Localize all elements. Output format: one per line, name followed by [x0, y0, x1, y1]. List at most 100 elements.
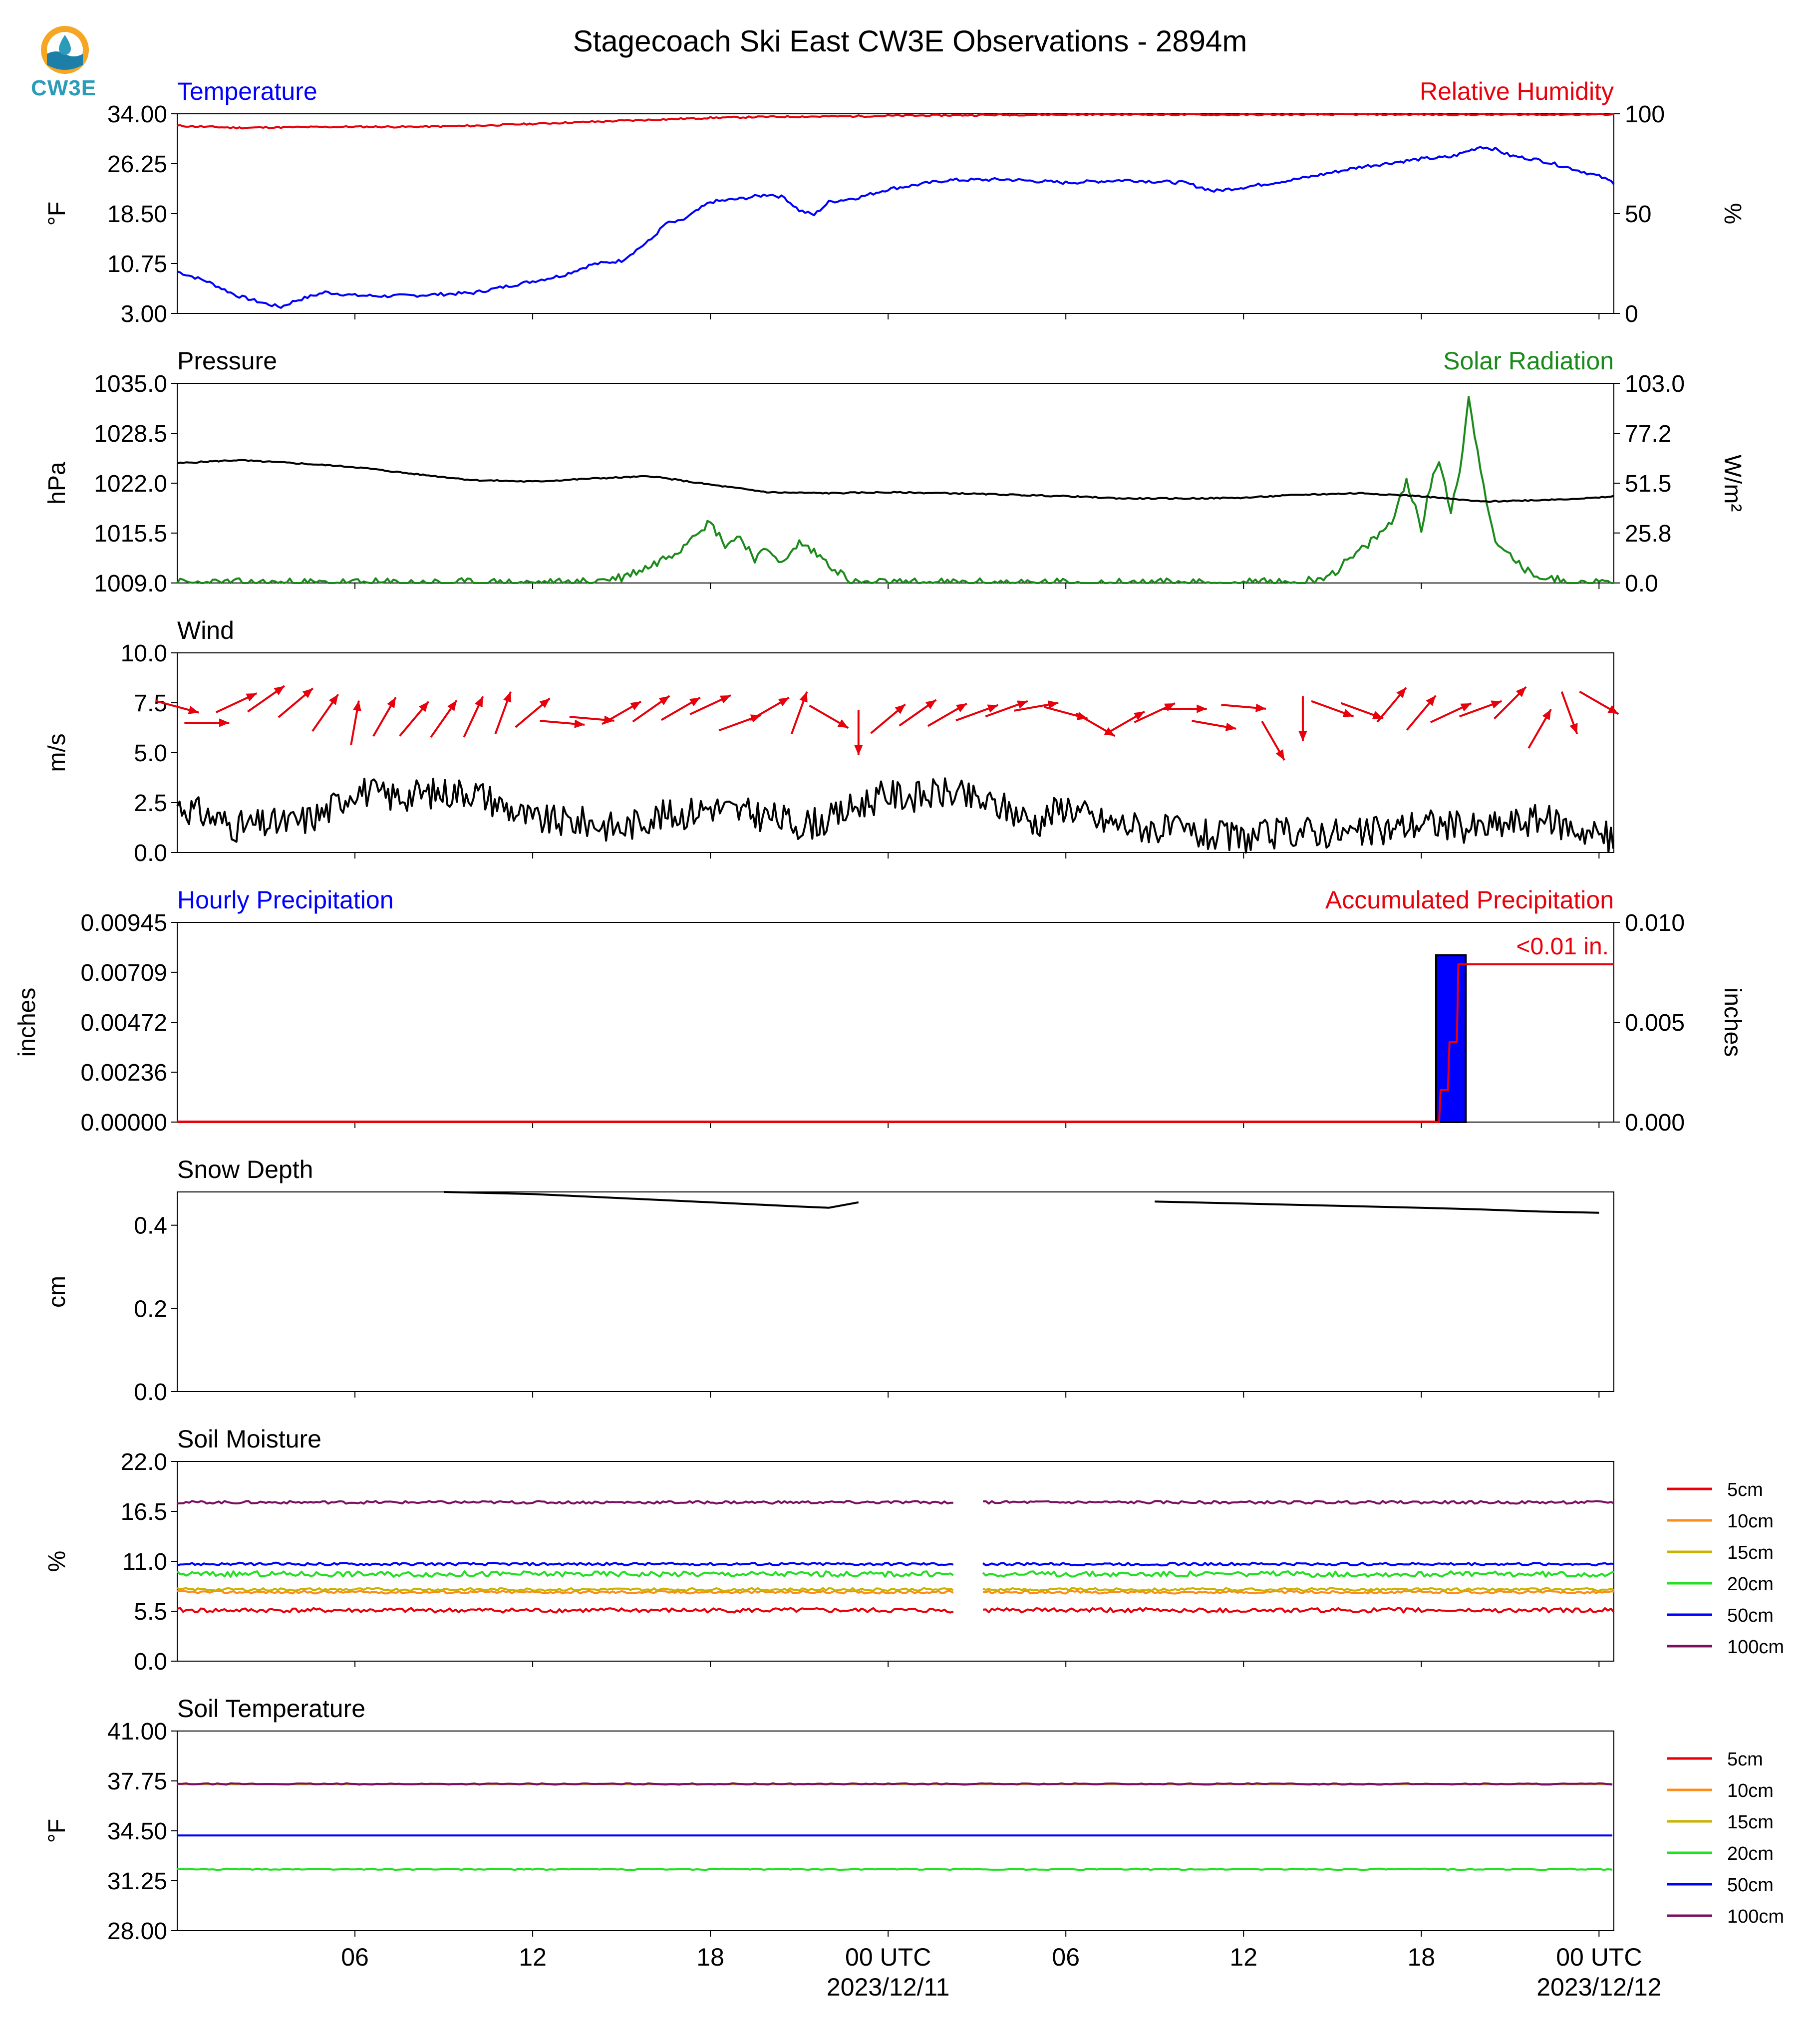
wind-vector-head	[1426, 695, 1436, 706]
y-right-tick-label: 51.5	[1625, 471, 1671, 497]
wind-vector-head	[778, 697, 789, 707]
wind-vector-head	[1255, 703, 1266, 712]
y-right-tick-label: 25.8	[1625, 521, 1671, 547]
cw3e-logo-graphic	[41, 26, 89, 74]
y-right-tick-label: 0.005	[1625, 1010, 1685, 1036]
wind-vector-head	[475, 696, 483, 708]
y-tick-label: 0.00236	[80, 1060, 167, 1086]
legend-label-20cm: 20cm	[1727, 1574, 1774, 1595]
y-tick-label: 0.00945	[80, 910, 167, 936]
wind-vector-head	[750, 714, 761, 723]
wind-vector-head	[328, 694, 338, 705]
panel-left-title: Soil Moisture	[177, 1425, 321, 1453]
y-tick-label: 5.5	[134, 1599, 167, 1625]
wind-vector-head	[658, 696, 670, 705]
y-axis-label: m/s	[44, 733, 70, 772]
soil-moisture-line-10cm	[177, 1590, 954, 1595]
logo-text: CW3E	[31, 76, 97, 100]
wind-vector-head	[246, 693, 257, 702]
y-right-tick-label: 77.2	[1625, 421, 1671, 447]
y-axis-label: °F	[44, 1819, 70, 1843]
y-tick-label: 34.00	[107, 101, 167, 128]
x-date-label: 2023/12/12	[1536, 1973, 1661, 2001]
y-tick-label: 0.2	[134, 1296, 167, 1322]
snow-depth-line-0	[444, 1191, 859, 1209]
soil-moisture-line-15cm	[177, 1587, 954, 1592]
wind-vector-head	[574, 719, 585, 728]
y-tick-label: 31.25	[107, 1868, 167, 1895]
x-tick-label: 12	[519, 1943, 547, 1971]
y-right-axis-label: W/m²	[1719, 455, 1746, 512]
panel-left-title: Soil Temperature	[177, 1695, 365, 1723]
y-right-tick-label: 0	[1625, 301, 1638, 327]
y-right-axis-label: %	[1719, 203, 1746, 225]
pressure-line	[177, 459, 1614, 503]
y-axis-label: °F	[44, 202, 70, 226]
soil-temperature-line-20cm	[177, 1867, 1613, 1871]
y-tick-label: 26.25	[107, 151, 167, 178]
chart-title: Stagecoach Ski East CW3E Observations - …	[573, 24, 1247, 58]
y-tick-label: 5.0	[134, 740, 167, 767]
y-tick-label: 41.00	[107, 1719, 167, 1745]
y-tick-label: 3.00	[121, 301, 167, 327]
wind-vector-head	[955, 703, 967, 713]
temperature-line	[177, 146, 1615, 309]
y-tick-label: 0.4	[134, 1213, 167, 1239]
cw3e-logo	[30, 20, 100, 77]
wind-vector-head	[188, 706, 199, 714]
panel-left-title: Wind	[177, 616, 234, 644]
y-right-tick-label: 0.010	[1625, 910, 1685, 936]
soil-moisture-line-100cm	[177, 1500, 953, 1505]
wind-vector-head	[219, 718, 230, 727]
wind-vector-head	[1542, 709, 1551, 720]
panel-left-title: Temperature	[177, 77, 317, 105]
y-tick-label: 1035.0	[94, 371, 167, 397]
x-tick-label: 12	[1229, 1943, 1257, 1971]
y-tick-label: 0.00472	[80, 1010, 167, 1036]
panel-frame	[177, 1461, 1614, 1662]
wind-vector-head	[689, 697, 700, 707]
soil-moisture-line-100cm-b	[983, 1500, 1614, 1505]
wind-vector-head	[1491, 700, 1502, 709]
y-axis-label: hPa	[44, 462, 70, 505]
accumulated-precip-line	[177, 963, 1614, 1123]
wind-vector-head	[719, 695, 731, 704]
y-right-tick-label: 100	[1625, 101, 1665, 128]
y-axis-label: %	[44, 1551, 70, 1572]
panel-frame	[177, 922, 1614, 1123]
x-tick-label: 06	[1052, 1943, 1080, 1971]
x-tick-label: 00 UTC	[1556, 1943, 1642, 1971]
wind-vector-head	[1607, 705, 1619, 714]
panel-left-title: Snow Depth	[177, 1156, 313, 1183]
y-axis-label: inches	[14, 988, 40, 1057]
legend-label-10cm: 10cm	[1727, 1780, 1774, 1801]
wind-vector-head	[1342, 709, 1354, 717]
x-tick-label: 06	[341, 1943, 369, 1971]
soil-moisture-line-10cm-b	[982, 1590, 1614, 1595]
y-tick-label: 16.5	[121, 1499, 167, 1525]
legend-label-50cm: 50cm	[1727, 1875, 1774, 1896]
wind-vector-head	[274, 686, 285, 695]
legend-label-5cm: 5cm	[1727, 1479, 1763, 1500]
soil-temperature-line-100cm	[177, 1782, 1613, 1786]
x-tick-label: 18	[696, 1943, 724, 1971]
wind-vector-head	[1569, 723, 1578, 734]
wind-vector-head	[630, 701, 641, 711]
legend-label-50cm: 50cm	[1727, 1605, 1774, 1626]
wind-vector-head	[1396, 687, 1406, 698]
y-tick-label: 1009.0	[94, 571, 167, 597]
y-tick-label: 37.75	[107, 1768, 167, 1795]
wind-vector-head	[1298, 731, 1307, 741]
panel-frame	[177, 383, 1614, 583]
panel-frame	[177, 1191, 1614, 1392]
soil-moisture-line-15cm-b	[982, 1587, 1614, 1592]
wind-vector-head	[1197, 704, 1207, 713]
wind-vector-head	[1460, 703, 1472, 712]
panel-left-title: Pressure	[177, 347, 277, 375]
legend-label-100cm: 100cm	[1727, 1637, 1784, 1658]
y-tick-label: 18.50	[107, 201, 167, 228]
panel-right-title: Relative Humidity	[1420, 77, 1614, 105]
y-tick-label: 1022.0	[94, 471, 167, 497]
y-tick-label: 22.0	[121, 1449, 167, 1475]
